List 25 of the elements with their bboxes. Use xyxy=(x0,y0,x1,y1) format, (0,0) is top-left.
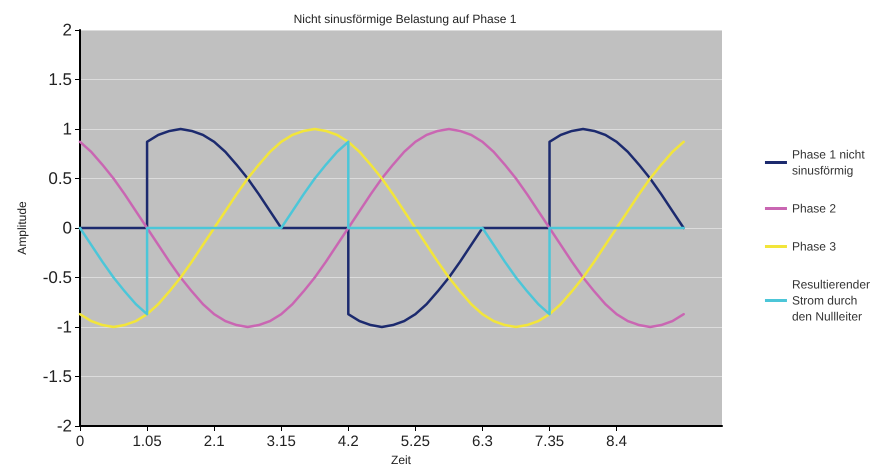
x-tick-label: 3.15 xyxy=(266,433,296,450)
y-tick-label: -0.5 xyxy=(42,268,72,287)
y-tick-label: 1 xyxy=(62,120,72,138)
x-tick-label: 7.35 xyxy=(534,433,564,450)
y-tick-label: -1.5 xyxy=(42,367,72,386)
y-tick-label: 0 xyxy=(62,218,72,238)
x-tick-label: 5.25 xyxy=(400,433,430,450)
y-tick-label: -1 xyxy=(56,318,72,336)
legend-label: Resultierender Strom durch den Nullleiter xyxy=(792,278,870,324)
x-tick-label: 2.1 xyxy=(204,433,225,450)
y-tick-label: 1.5 xyxy=(48,70,72,89)
y-tick-label: -2 xyxy=(56,416,72,436)
legend-label: Phase 3 xyxy=(792,240,836,254)
x-tick-label: 1.05 xyxy=(132,433,162,450)
y-tick-label: 2 xyxy=(62,20,72,40)
y-axis-title: Amplitude xyxy=(15,201,29,255)
x-tick-label: 6.3 xyxy=(472,433,493,450)
legend-label: Phase 1 nicht sinusförmig xyxy=(792,148,866,178)
x-tick-label: 0 xyxy=(76,433,84,450)
chart-title: Nicht sinusförmige Belastung auf Phase 1 xyxy=(294,12,517,26)
x-tick-label: 8.4 xyxy=(606,433,628,450)
x-axis-title: Zeit xyxy=(390,453,412,467)
y-tick-label: 0.5 xyxy=(48,169,72,188)
x-tick-label: 4.2 xyxy=(338,433,359,450)
legend-label: Phase 2 xyxy=(792,202,836,216)
